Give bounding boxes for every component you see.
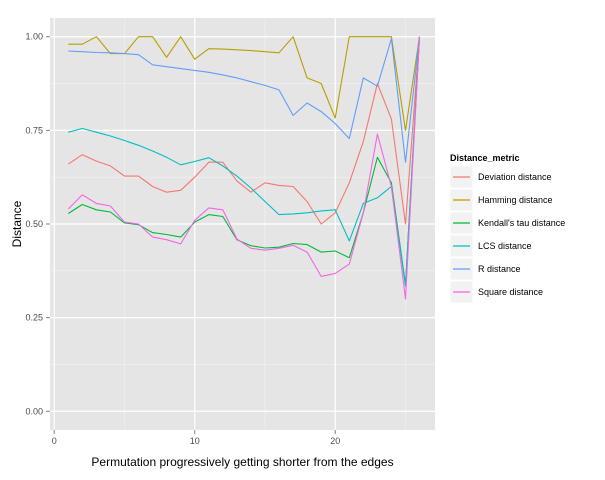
series-line-square-distance (67, 36, 421, 300)
series-lines (67, 36, 421, 300)
legend-label: Hamming distance (478, 195, 553, 205)
major-grid (50, 18, 435, 430)
legend-label: R distance (478, 264, 521, 274)
y-axis-ticks: 0.00 0.25 0.50 0.75 1.00 (25, 32, 50, 416)
x-tick-label: 20 (330, 436, 340, 446)
legend-label: Square distance (478, 287, 543, 297)
x-axis-ticks: 0 10 20 (52, 430, 340, 446)
y-axis-title: Distance (10, 200, 24, 247)
legend-item-r-distance: R distance (449, 257, 521, 281)
legend-item-deviation-distance: Deviation distance (449, 165, 552, 189)
y-tick-label: 0.50 (25, 219, 43, 229)
legend-label: LCS distance (478, 241, 532, 251)
y-tick-label: 0.00 (25, 406, 43, 416)
series-line-r-distance (68, 36, 421, 163)
y-tick-label: 0.75 (25, 125, 43, 135)
legend-label: Kendall's tau distance (478, 218, 565, 228)
series-line-lcs-distance (68, 36, 421, 287)
y-tick-label: 1.00 (25, 32, 43, 42)
x-axis-title: Permutation progressively getting shorte… (91, 455, 393, 469)
x-tick-label: 0 (52, 436, 57, 446)
legend: Distance_metric Deviation distance Hammin… (449, 153, 565, 304)
legend-item-lcs-distance: LCS distance (449, 234, 532, 258)
x-tick-label: 10 (190, 436, 200, 446)
series-line-deviation-distance (67, 36, 421, 225)
legend-label: Deviation distance (478, 172, 552, 182)
legend-item-square-distance: Square distance (449, 280, 543, 304)
legend-item-kendall-s-tau-distance: Kendall's tau distance (449, 211, 565, 235)
y-tick-label: 0.25 (25, 313, 43, 323)
series-line-hamming-distance (68, 36, 421, 131)
legend-item-hamming-distance: Hamming distance (449, 188, 553, 212)
legend-title: Distance_metric (450, 153, 520, 163)
